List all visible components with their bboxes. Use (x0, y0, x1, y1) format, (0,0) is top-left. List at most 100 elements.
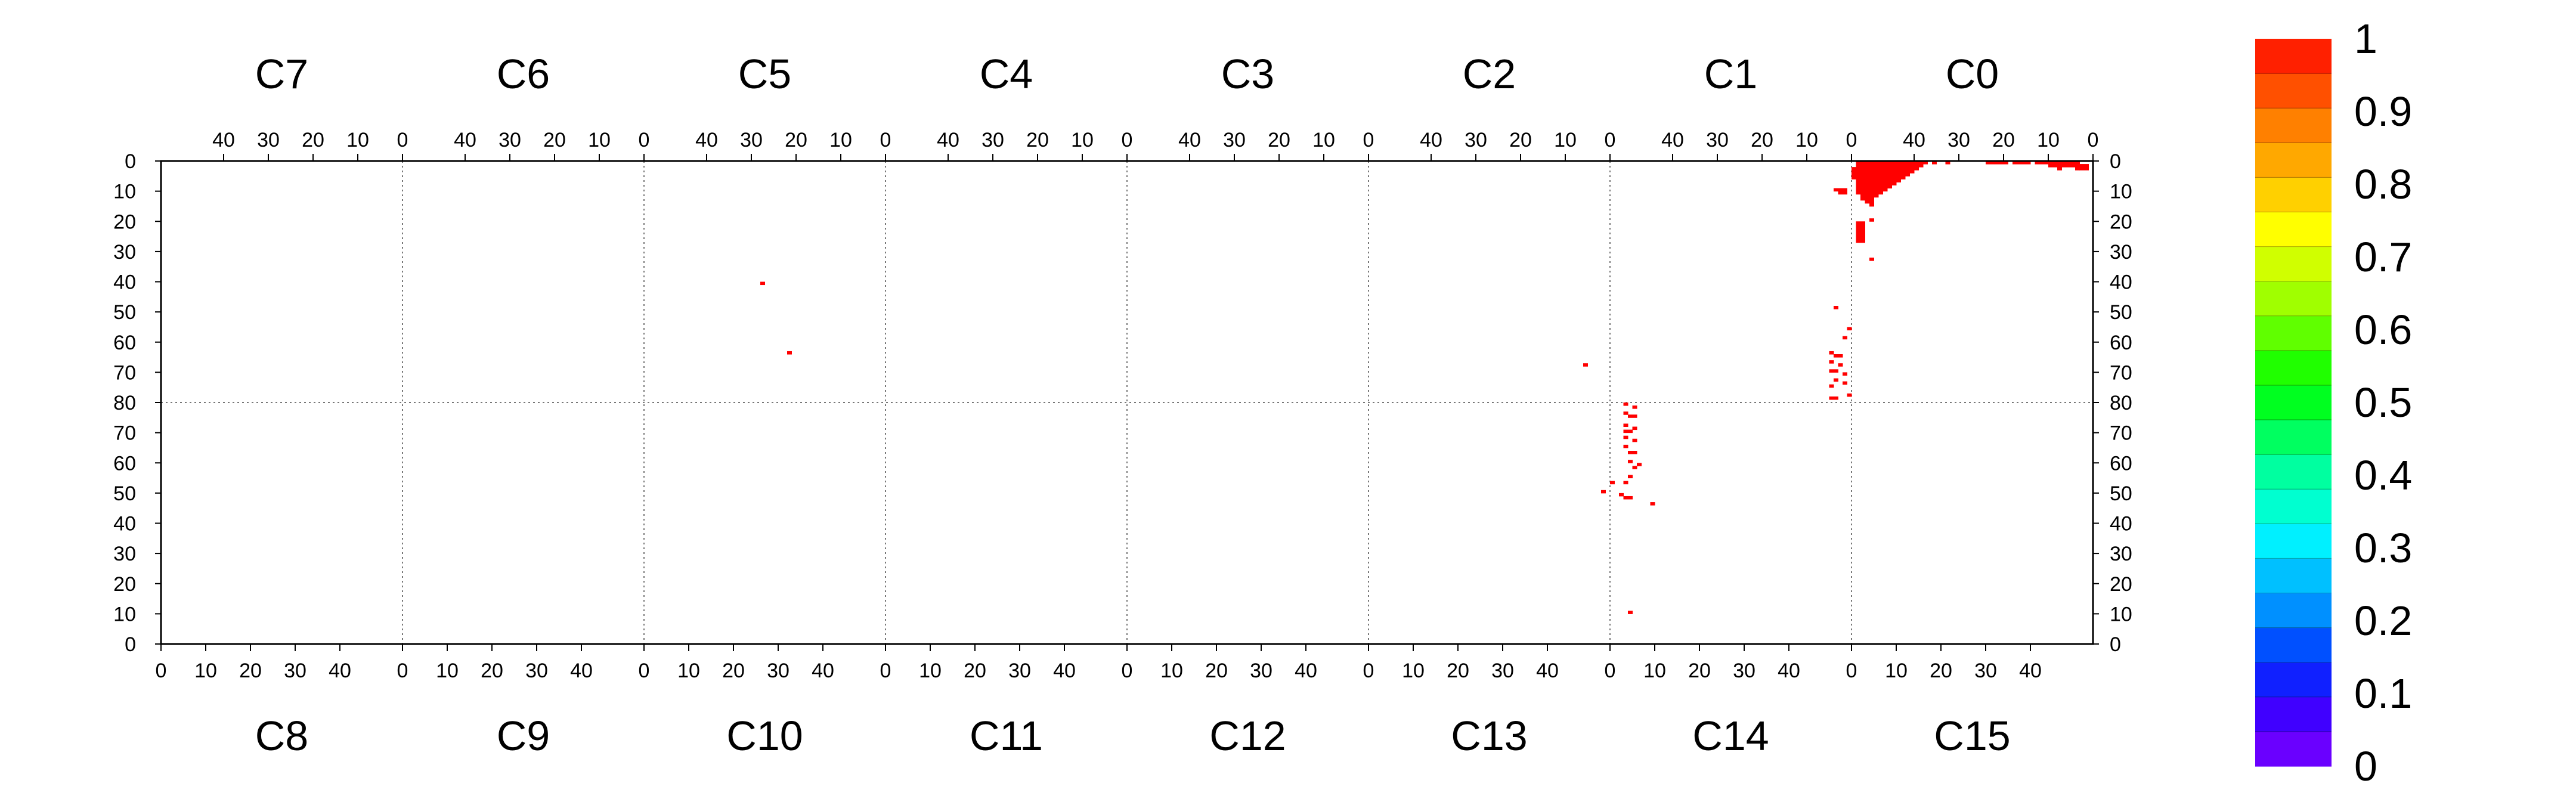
bottom-tick-label: 0 (639, 660, 650, 682)
right-tick-label: 40 (2110, 513, 2132, 535)
top-tick-label: 30 (1465, 129, 1487, 151)
heatmap-cell (2079, 164, 2089, 171)
top-tick-label: 30 (740, 129, 763, 151)
top-tick-label: 20 (302, 129, 324, 151)
heatmap-cell (1628, 611, 1633, 614)
top-tick-label: 0 (880, 129, 891, 151)
top-tick-label: 0 (1846, 129, 1857, 151)
left-tick-label: 10 (113, 603, 136, 626)
bottom-tick-label: 0 (397, 660, 408, 682)
bottom-tick-label: 10 (1885, 660, 1908, 682)
heatmap-cell (1869, 258, 1874, 261)
bottom-tick-label: 40 (2019, 660, 2042, 682)
top-tick-label: 40 (937, 129, 959, 151)
colorbar-segment (2255, 315, 2332, 351)
bottom-tick-label: 0 (1122, 660, 1133, 682)
left-tick-label: 70 (113, 361, 136, 384)
top-tick-label: 10 (1554, 129, 1577, 151)
bottom-tick-label: 10 (1643, 660, 1666, 682)
bottom-section-label: C14 (1692, 713, 1769, 759)
left-tick-label: 80 (113, 392, 136, 414)
bottom-tick-label: 30 (767, 660, 789, 682)
bottom-tick-label: 30 (1491, 660, 1514, 682)
bottom-tick-label: 10 (1160, 660, 1183, 682)
top-tick-label: 20 (1992, 129, 2015, 151)
bottom-section-label: C10 (726, 713, 803, 759)
top-tick-label: 40 (1903, 129, 1925, 151)
heatmap-cell (1610, 481, 1615, 485)
top-tick-label: 10 (829, 129, 852, 151)
right-tick-label: 30 (2110, 241, 2132, 264)
heatmap-cell (1887, 161, 1892, 189)
heatmap-cell (1900, 161, 1906, 179)
bottom-section-label: C15 (1934, 713, 2010, 759)
bottom-tick-label: 30 (1733, 660, 1755, 682)
heatmap-cell (2057, 161, 2062, 171)
heatmap-cell (1995, 161, 2008, 165)
top-section-label: C2 (1463, 51, 1516, 97)
top-tick-label: 20 (1026, 129, 1049, 151)
bottom-tick-label: 30 (1974, 660, 1997, 682)
heatmap-cell (1632, 426, 1637, 431)
colorbar-label: 0.6 (2354, 306, 2412, 353)
right-tick-label: 40 (2110, 271, 2132, 294)
bottom-tick-label: 40 (1053, 660, 1076, 682)
colorbar-label: 0.1 (2354, 670, 2412, 717)
heatmap-cell (1932, 161, 1937, 165)
heatmap-cell (1637, 463, 1642, 466)
heatmap-cell (1843, 372, 1847, 376)
bottom-tick-label: 20 (1447, 660, 1469, 682)
heatmap-cell (1874, 161, 1879, 198)
left-tick-label: 20 (113, 210, 136, 233)
colorbar-segment (2255, 593, 2332, 628)
colorbar-segment (2255, 696, 2332, 732)
top-tick-label: 30 (257, 129, 280, 151)
left-tick-label: 50 (113, 482, 136, 505)
colorbar-segment (2255, 39, 2332, 74)
bottom-tick-label: 10 (436, 660, 459, 682)
heatmap-cell (1623, 429, 1633, 434)
right-tick-label: 50 (2110, 301, 2132, 324)
heatmap-cell (1838, 363, 1843, 367)
heatmap-cell (1856, 221, 1865, 243)
top-tick-label: 0 (2088, 129, 2099, 151)
heatmap-cell (787, 351, 792, 355)
bottom-tick-label: 10 (677, 660, 700, 682)
right-tick-label: 30 (2110, 543, 2132, 565)
bottom-tick-label: 20 (1205, 660, 1228, 682)
heatmap-cell (1628, 460, 1633, 463)
bottom-tick-label: 40 (570, 660, 593, 682)
bottom-tick-label: 20 (481, 660, 503, 682)
heatmap-cell (1843, 381, 1847, 385)
right-tick-label: 0 (2110, 633, 2121, 656)
left-tick-label: 0 (125, 150, 136, 173)
colorbar-label: 0 (2354, 743, 2377, 789)
bottom-tick-label: 10 (194, 660, 217, 682)
top-tick-label: 30 (1706, 129, 1729, 151)
bottom-tick-label: 30 (284, 660, 306, 682)
heatmap-cell (1852, 167, 1856, 179)
heatmap-cell (2061, 161, 2076, 168)
right-tick-label: 0 (2110, 150, 2121, 173)
top-tick-label: 40 (1661, 129, 1684, 151)
colorbar-segment (2255, 143, 2332, 178)
colorbar-segment (2255, 662, 2332, 698)
top-tick-label: 0 (1605, 129, 1616, 151)
heatmap-cell (1905, 161, 1910, 177)
colorbar-label: 0.5 (2354, 379, 2412, 426)
colorbar-segment (2255, 246, 2332, 282)
heatmap-cell (1632, 466, 1637, 469)
heatmap-cell (1838, 191, 1847, 195)
axis-labels: C7 C6 C5 C4 C3 C2 C1 C0 C8 C9 C10 C11 C12 C13 C14 C15 (255, 51, 2011, 759)
bottom-tick-label: 10 (919, 660, 942, 682)
colorbar-label: 0.3 (2354, 525, 2412, 571)
heatmap-cell (1856, 161, 1861, 195)
bottom-tick-label: 30 (1250, 660, 1272, 682)
left-tick-label: 70 (113, 422, 136, 445)
colorbar-segment (2255, 524, 2332, 559)
top-section-label: C5 (738, 51, 791, 97)
heatmap-cell (1623, 435, 1628, 439)
top-section-label: C1 (1704, 51, 1757, 97)
